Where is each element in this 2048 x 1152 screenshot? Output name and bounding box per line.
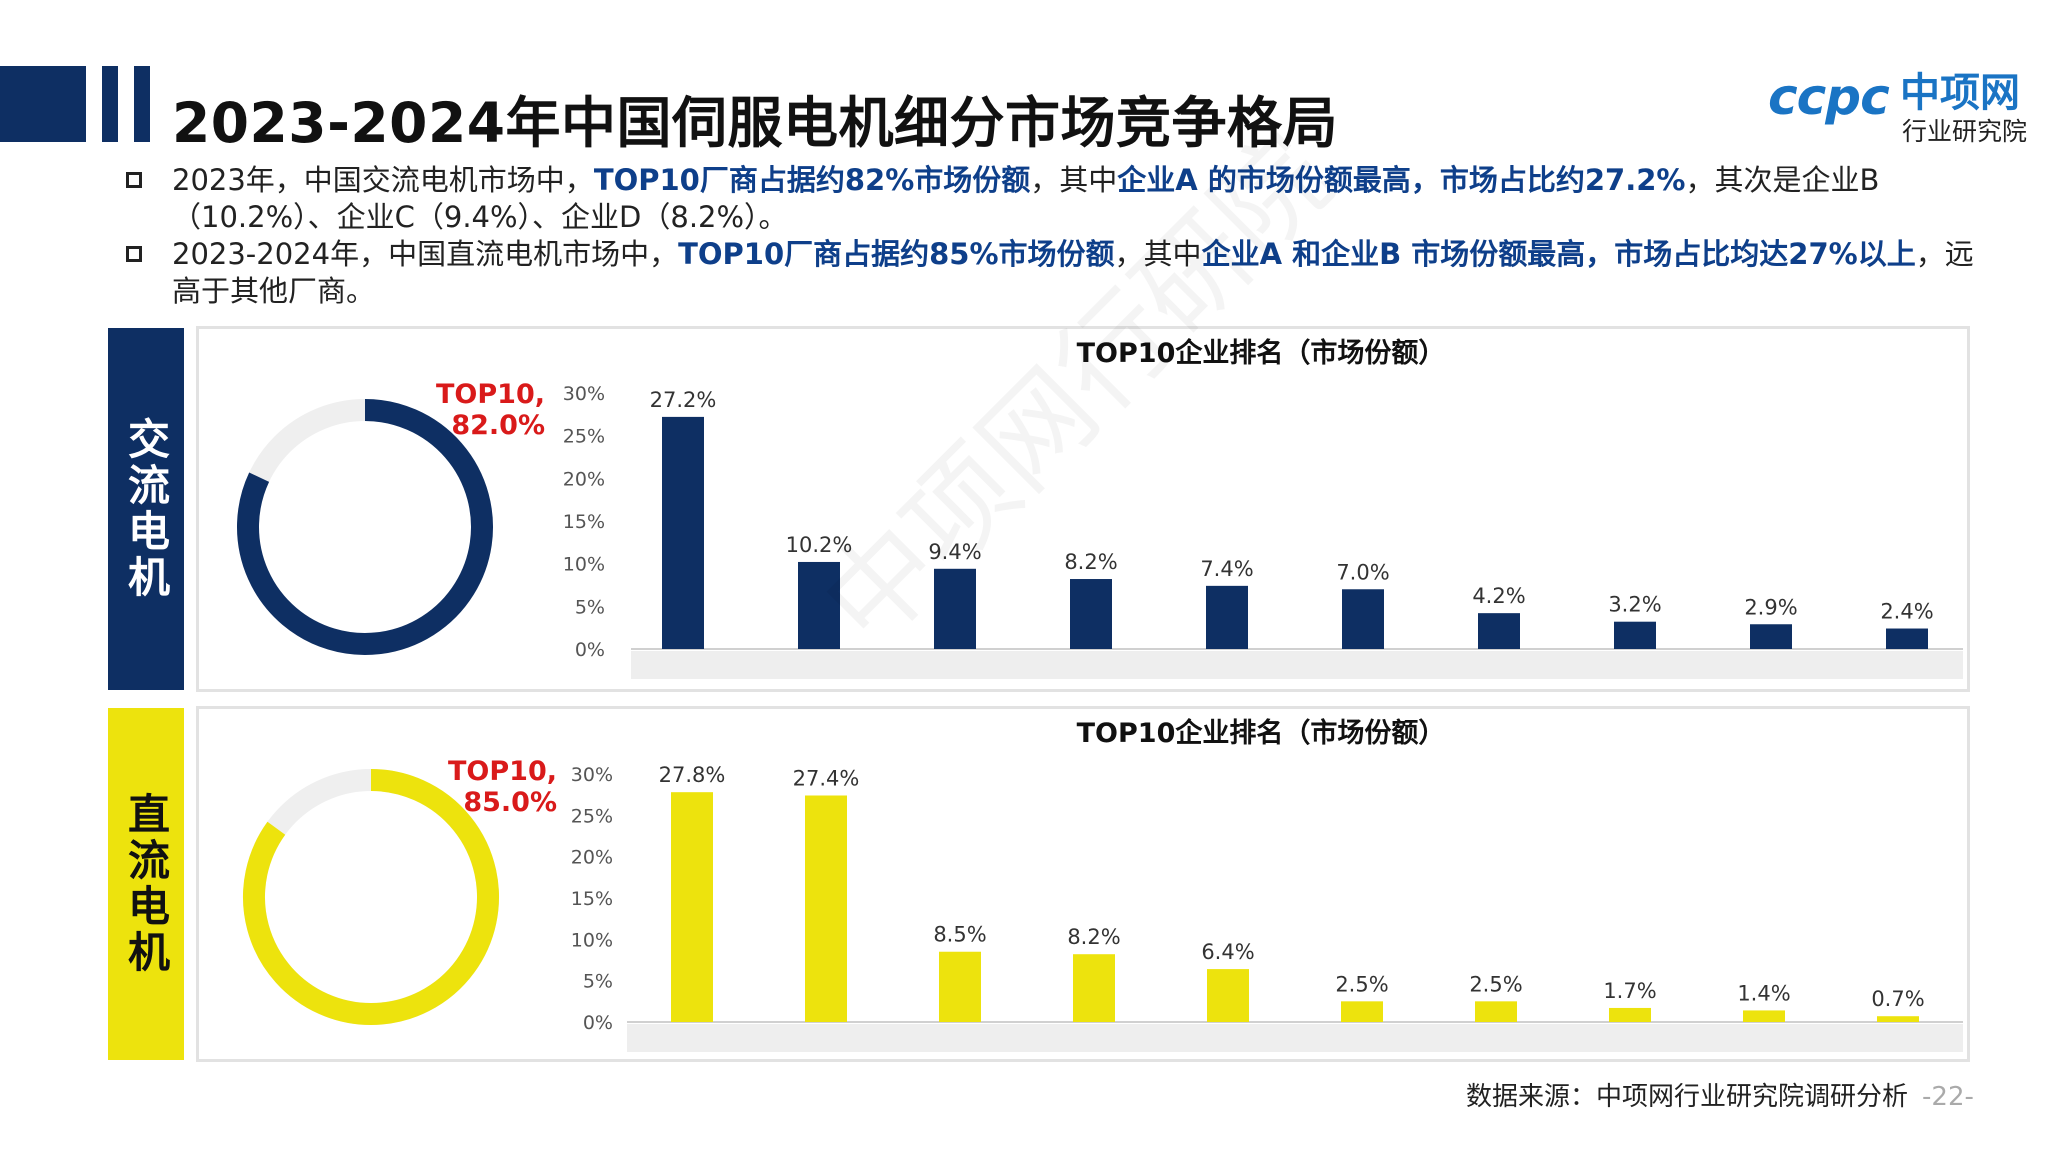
bar-6 <box>1341 1001 1383 1022</box>
dc-chart-svg: TOP10企业排名（市场份额） TOP10,85.0% 0% 5% 10% 15% 20% 2… <box>243 717 1963 1052</box>
ccpc-logo: ccpc 中项网 行业研究院 <box>1760 56 2027 146</box>
header-block-narrow <box>134 66 150 142</box>
bar-5 <box>1207 969 1249 1022</box>
bar-2 <box>798 561 840 649</box>
donut-label-line2: 85.0% <box>463 787 557 818</box>
x-axis-band <box>627 1024 1963 1052</box>
bullet-item-2: 2023-2024年，中国直流电机市场中，TOP10厂商占据约85%市场份额，其… <box>126 236 1986 310</box>
bar-value-label: 6.4% <box>1201 940 1254 964</box>
x-axis-band <box>631 651 1963 679</box>
bar-value-label: 3.2% <box>1608 593 1661 617</box>
donut-label-line1: TOP10, <box>448 756 557 787</box>
bar-3 <box>934 568 976 649</box>
bar-value-label: 2.4% <box>1880 600 1933 624</box>
page-number: -22- <box>1922 1082 1974 1112</box>
donut-label-line1: TOP10, <box>436 379 545 410</box>
bar-6 <box>1342 589 1384 649</box>
donut-label-line2: 82.0% <box>451 410 545 441</box>
bar-10 <box>1886 628 1928 649</box>
y-tick-label: 10% <box>571 929 613 951</box>
donut-share-arc <box>243 769 499 1025</box>
bar-value-label: 9.4% <box>928 540 981 564</box>
dc-section-label-text: 直流电机 <box>121 792 171 976</box>
ac-chart-panel: TOP10企业排名（市场份额） TOP10, 82.0% 0% 5% 10% 15% 20% 2… <box>196 326 1970 692</box>
bar-8 <box>1614 621 1656 649</box>
y-tick-label: 30% <box>571 764 613 786</box>
ac-section-label-text: 交流电机 <box>121 417 171 601</box>
data-source: 数据来源：中项网行业研究院调研分析 <box>1466 1082 1909 1112</box>
bar-2 <box>805 795 847 1022</box>
y-tick-label: 30% <box>563 383 605 405</box>
bar-8 <box>1609 1007 1651 1022</box>
bullet-seg: ，其次是企业B（10.2%）、企业C（9.4%）、企业D（8.2%）。 <box>172 163 1880 234</box>
bullet-seg-highlight: 企业A 的市场份额最高，市场占比约27.2% <box>1117 163 1686 197</box>
bar-value-label: 2.5% <box>1469 972 1522 996</box>
bullet-seg-highlight: 企业A 和企业B 市场份额最高，市场占比均达27%以上 <box>1201 237 1916 271</box>
dc-section-label: 直流电机 <box>108 708 184 1060</box>
y-tick-label: 25% <box>563 426 605 448</box>
chart-title: TOP10企业排名（市场份额） <box>1077 717 1446 749</box>
logo-ccpc-text: ccpc <box>1768 68 1890 126</box>
bar-4 <box>1073 954 1115 1022</box>
square-bullet-icon <box>126 246 142 262</box>
bar-value-label: 27.2% <box>650 388 717 412</box>
bar-value-label: 4.2% <box>1472 584 1525 608</box>
bar-value-label: 8.5% <box>933 923 986 947</box>
page-title: 2023-2024年中国伺服电机细分市场竞争格局 <box>172 91 1338 155</box>
dc-chart-panel: TOP10企业排名（市场份额） TOP10, 85.0% 0% 5% 10% 15% 20% 2… <box>196 706 1970 1062</box>
bar-9 <box>1750 624 1792 649</box>
bar-value-label: 8.2% <box>1064 550 1117 574</box>
bar-1 <box>662 416 704 649</box>
y-tick-label: 20% <box>571 847 613 869</box>
footer: 数据来源：中项网行业研究院调研分析 -22- <box>1466 1076 1974 1113</box>
y-tick-label: 15% <box>563 511 605 533</box>
logo-cn-text: 中项网 <box>1900 70 2020 116</box>
bar-value-label: 1.4% <box>1737 981 1790 1005</box>
bullet-seg: 2023年，中国交流电机市场中， <box>172 163 594 197</box>
bar-value-label: 0.7% <box>1871 987 1924 1011</box>
bar-value-label: 2.5% <box>1335 972 1388 996</box>
logo-sub-text: 行业研究院 <box>1902 117 2028 146</box>
bar-1 <box>671 792 713 1022</box>
donut-share-arc <box>237 399 493 655</box>
bar-10 <box>1877 1016 1919 1022</box>
bullet-seg: 2023-2024年，中国直流电机市场中， <box>172 237 679 271</box>
bar-value-label: 10.2% <box>786 533 853 557</box>
bar-value-label: 7.0% <box>1336 560 1389 584</box>
y-tick-label: 5% <box>583 971 613 993</box>
bar-value-label: 2.9% <box>1744 595 1797 619</box>
bar-value-label: 8.2% <box>1067 925 1120 949</box>
bullet-seg-highlight: TOP10厂商占据约82%市场份额 <box>593 163 1031 197</box>
y-tick-label: 20% <box>563 468 605 490</box>
y-tick-label: 0% <box>575 639 605 661</box>
bar-value-label: 7.4% <box>1200 557 1253 581</box>
y-tick-label: 0% <box>583 1012 613 1034</box>
y-tick-label: 25% <box>571 805 613 827</box>
bullet-seg: ，远高于其他厂商。 <box>172 237 1974 308</box>
bar-value-label: 27.4% <box>793 766 860 790</box>
bar-9 <box>1743 1010 1785 1022</box>
ac-chart-svg: TOP10企业排名（市场份额） TOP10,82.0% 0% 5% 10% 15% 20% 2… <box>237 337 1963 679</box>
bullet-item-1: 2023年，中国交流电机市场中，TOP10厂商占据约82%市场份额，其中企业A … <box>126 162 1986 236</box>
y-tick-label: 15% <box>571 888 613 910</box>
bar-3 <box>939 951 981 1022</box>
square-bullet-icon <box>126 172 142 188</box>
chart-title: TOP10企业排名（市场份额） <box>1077 337 1446 369</box>
bullet-seg-highlight: TOP10厂商占据约85%市场份额 <box>678 237 1115 271</box>
header-block-wide <box>0 66 86 142</box>
bullet-seg: ，其中 <box>1030 163 1118 197</box>
bullet-list: 2023年，中国交流电机市场中，TOP10厂商占据约82%市场份额，其中企业A … <box>126 162 1986 310</box>
bar-4 <box>1070 579 1112 649</box>
bar-value-label: 1.7% <box>1603 979 1656 1003</box>
y-tick-label: 5% <box>575 596 605 618</box>
bullet-seg: ，其中 <box>1114 237 1202 271</box>
header-block-mid <box>102 66 118 142</box>
ac-section-label: 交流电机 <box>108 328 184 690</box>
bar-value-label: 27.8% <box>659 763 726 787</box>
y-tick-label: 10% <box>563 554 605 576</box>
bar-7 <box>1478 613 1520 649</box>
bar-5 <box>1206 585 1248 649</box>
bar-7 <box>1475 1001 1517 1022</box>
